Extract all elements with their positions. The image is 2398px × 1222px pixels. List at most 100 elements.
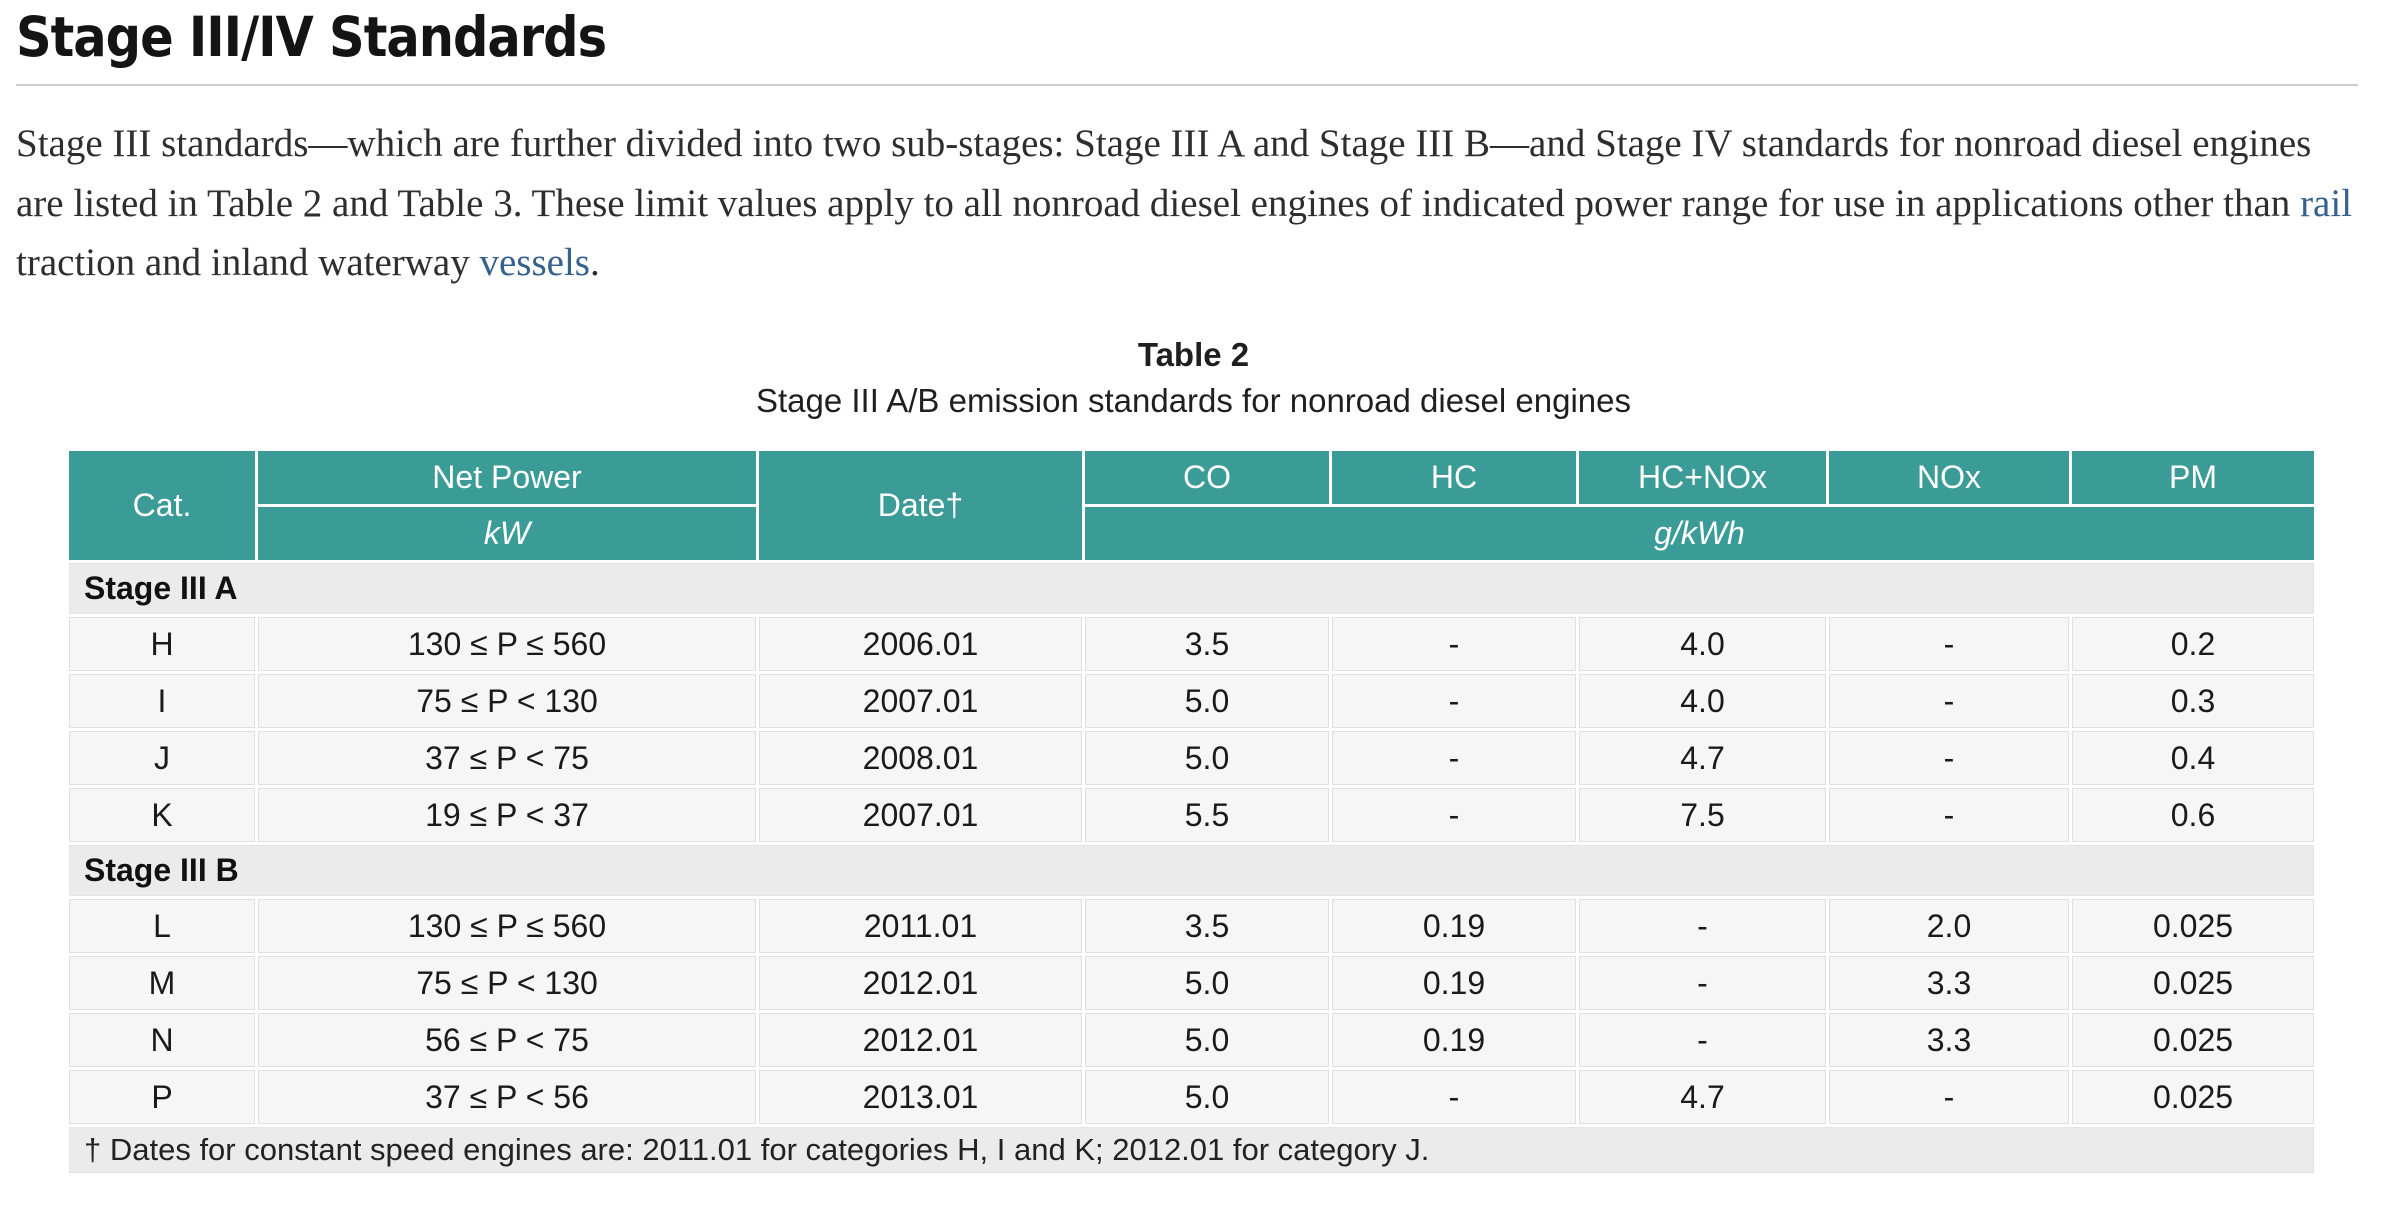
intro-text-3: . xyxy=(590,240,600,284)
date-cell: 2008.01 xyxy=(759,731,1082,786)
table-caption: Table 2 Stage III A/B emission standards… xyxy=(66,336,2321,420)
header-gkwh-unit: g/kWh xyxy=(1085,507,2314,561)
nox-cell: - xyxy=(1829,788,2069,843)
data-row: P 37 ≤ P < 56 2013.01 5.0-4.7-0.025 xyxy=(69,1070,2314,1125)
hc-nox-cell: - xyxy=(1579,956,1826,1011)
cat-cell: M xyxy=(69,956,255,1011)
hc-cell: 0.19 xyxy=(1332,956,1576,1011)
hc-nox-cell: - xyxy=(1579,899,1826,954)
date-cell: 2007.01 xyxy=(759,674,1082,729)
hc-nox-cell: 4.7 xyxy=(1579,731,1826,786)
co-cell: 3.5 xyxy=(1085,899,1329,954)
pm-cell: 0.6 xyxy=(2072,788,2314,843)
section-label: Stage III A xyxy=(69,563,2314,615)
co-cell: 5.0 xyxy=(1085,731,1329,786)
pm-cell: 0.4 xyxy=(2072,731,2314,786)
net-power-cell: 75 ≤ P < 130 xyxy=(258,674,756,729)
pm-cell: 0.025 xyxy=(2072,956,2314,1011)
section-label: Stage III B xyxy=(69,845,2314,897)
header-net-power: Net Power xyxy=(258,451,756,505)
date-cell: 2007.01 xyxy=(759,788,1082,843)
table-caption-title: Table 2 xyxy=(1137,336,1250,374)
hc-nox-cell: 7.5 xyxy=(1579,788,1826,843)
co-cell: 5.0 xyxy=(1085,1013,1329,1068)
pm-cell: 0.025 xyxy=(2072,899,2314,954)
intro-paragraph: Stage III standards—which are further di… xyxy=(16,114,2358,292)
cat-cell: L xyxy=(69,899,255,954)
date-cell: 2013.01 xyxy=(759,1070,1082,1125)
nox-cell: 2.0 xyxy=(1829,899,2069,954)
table-header: Cat. Net Power Date† CO HC HC+NOx NOx PM kW … xyxy=(69,451,2314,561)
cat-cell: J xyxy=(69,731,255,786)
date-cell: 2011.01 xyxy=(759,899,1082,954)
nox-cell: 3.3 xyxy=(1829,956,2069,1011)
intro-text-1: Stage III standards—which are further di… xyxy=(16,122,2312,225)
data-row: N 56 ≤ P < 75 2012.01 5.0 0.19-3.3 0.025 xyxy=(69,1013,2314,1068)
header-hc: HC xyxy=(1332,451,1576,505)
data-row: K 19 ≤ P < 37 2007.01 5.5-7.5-0.6 xyxy=(69,788,2314,843)
header-row-units: kW g/kWh xyxy=(69,507,2314,561)
date-cell: 2006.01 xyxy=(759,617,1082,672)
pm-cell: 0.025 xyxy=(2072,1070,2314,1125)
header-cat: Cat. xyxy=(69,451,255,561)
net-power-cell: 37 ≤ P < 56 xyxy=(258,1070,756,1125)
net-power-cell: 130 ≤ P ≤ 560 xyxy=(258,899,756,954)
data-row: L 130 ≤ P ≤ 560 2011.01 3.5 0.19-2.0 0.025 xyxy=(69,899,2314,954)
cat-cell: K xyxy=(69,788,255,843)
rail-link[interactable]: rail xyxy=(2300,181,2353,225)
hc-nox-cell: - xyxy=(1579,1013,1826,1068)
header-nox: NOx xyxy=(1829,451,2069,505)
net-power-cell: 56 ≤ P < 75 xyxy=(258,1013,756,1068)
vessels-link[interactable]: vessels xyxy=(479,240,591,284)
table-body: Stage III A H 130 ≤ P ≤ 560 2006.01 3.5-4.0-… xyxy=(69,563,2314,1174)
pm-cell: 0.3 xyxy=(2072,674,2314,729)
data-row: I 75 ≤ P < 130 2007.01 5.0-4.0-0.3 xyxy=(69,674,2314,729)
date-cell: 2012.01 xyxy=(759,1013,1082,1068)
net-power-cell: 130 ≤ P ≤ 560 xyxy=(258,617,756,672)
hc-cell: - xyxy=(1332,674,1576,729)
header-co: CO xyxy=(1085,451,1329,505)
hc-nox-cell: 4.0 xyxy=(1579,674,1826,729)
hc-cell: 0.19 xyxy=(1332,899,1576,954)
cat-cell: H xyxy=(69,617,255,672)
hc-cell: - xyxy=(1332,731,1576,786)
hc-nox-cell: 4.7 xyxy=(1579,1070,1826,1125)
net-power-cell: 19 ≤ P < 37 xyxy=(258,788,756,843)
pm-cell: 0.025 xyxy=(2072,1013,2314,1068)
hc-cell: - xyxy=(1332,1070,1576,1125)
nox-cell: - xyxy=(1829,617,2069,672)
hc-cell: - xyxy=(1332,617,1576,672)
co-cell: 3.5 xyxy=(1085,617,1329,672)
co-cell: 5.0 xyxy=(1085,1070,1329,1125)
hc-cell: 0.19 xyxy=(1332,1013,1576,1068)
nox-cell: - xyxy=(1829,1070,2069,1125)
hc-nox-cell: 4.0 xyxy=(1579,617,1826,672)
header-pm: PM xyxy=(2072,451,2314,505)
nox-cell: 3.3 xyxy=(1829,1013,2069,1068)
table-caption-subtitle: Stage III A/B emission standards for non… xyxy=(755,382,1632,420)
intro-text-2: traction and inland waterway xyxy=(16,240,480,284)
data-row: M 75 ≤ P < 130 2012.01 5.0 0.19-3.3 0.025 xyxy=(69,956,2314,1011)
footnote-row: † Dates for constant speed engines are: … xyxy=(69,1127,2314,1174)
co-cell: 5.0 xyxy=(1085,956,1329,1011)
net-power-cell: 75 ≤ P < 130 xyxy=(258,956,756,1011)
hc-cell: - xyxy=(1332,788,1576,843)
data-row: H 130 ≤ P ≤ 560 2006.01 3.5-4.0-0.2 xyxy=(69,617,2314,672)
nox-cell: - xyxy=(1829,731,2069,786)
footnote-text: † Dates for constant speed engines are: … xyxy=(69,1127,2314,1174)
page: Stage III/IV Standards Stage III standar… xyxy=(16,5,2358,1176)
header-kw-unit: kW xyxy=(258,507,756,561)
section-row: Stage III B xyxy=(69,845,2314,897)
header-date: Date† xyxy=(759,451,1082,561)
cat-cell: N xyxy=(69,1013,255,1068)
header-hc-nox: HC+NOx xyxy=(1579,451,1826,505)
cat-cell: I xyxy=(69,674,255,729)
section-row: Stage III A xyxy=(69,563,2314,615)
emission-standards-table: Cat. Net Power Date† CO HC HC+NOx NOx PM kW … xyxy=(66,448,2317,1176)
nox-cell: - xyxy=(1829,674,2069,729)
pm-cell: 0.2 xyxy=(2072,617,2314,672)
data-row: J 37 ≤ P < 75 2008.01 5.0-4.7-0.4 xyxy=(69,731,2314,786)
header-row-pollutants: Cat. Net Power Date† CO HC HC+NOx NOx PM xyxy=(69,451,2314,561)
date-cell: 2012.01 xyxy=(759,956,1082,1011)
net-power-cell: 37 ≤ P < 75 xyxy=(258,731,756,786)
